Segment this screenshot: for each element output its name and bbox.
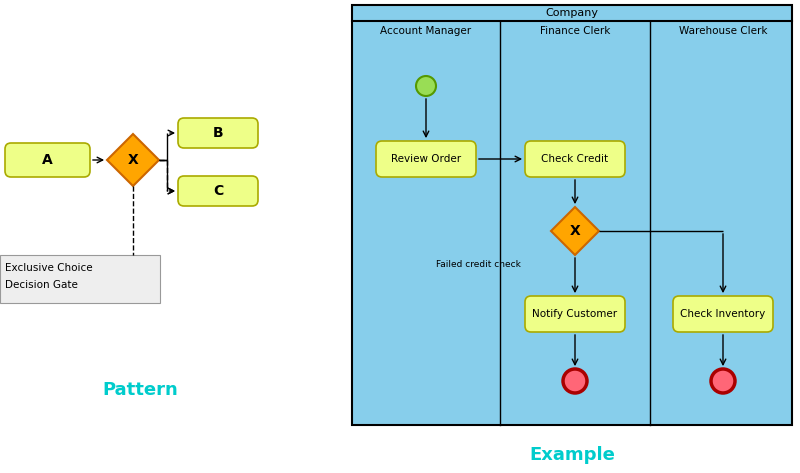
Text: Account Manager: Account Manager xyxy=(381,26,471,36)
Text: X: X xyxy=(128,153,138,167)
FancyBboxPatch shape xyxy=(376,141,476,177)
Text: Decision Gate: Decision Gate xyxy=(5,280,78,290)
FancyBboxPatch shape xyxy=(525,296,625,332)
Text: B: B xyxy=(213,126,223,140)
Text: Finance Clerk: Finance Clerk xyxy=(540,26,610,36)
Bar xyxy=(0,255,160,303)
FancyBboxPatch shape xyxy=(178,118,258,148)
Text: Check Credit: Check Credit xyxy=(542,154,609,164)
FancyBboxPatch shape xyxy=(525,141,625,177)
Text: Check Inventory: Check Inventory xyxy=(680,309,766,319)
Text: X: X xyxy=(570,224,580,238)
Text: Review Order: Review Order xyxy=(391,154,461,164)
Text: Exclusive Choice: Exclusive Choice xyxy=(5,263,93,273)
Text: C: C xyxy=(213,184,223,198)
Circle shape xyxy=(711,369,735,393)
FancyBboxPatch shape xyxy=(178,176,258,206)
Polygon shape xyxy=(551,207,599,255)
Text: Notify Customer: Notify Customer xyxy=(533,309,618,319)
Circle shape xyxy=(563,369,587,393)
Text: Company: Company xyxy=(546,8,598,18)
Text: Pattern: Pattern xyxy=(102,381,178,399)
Text: Warehouse Clerk: Warehouse Clerk xyxy=(678,26,767,36)
Text: A: A xyxy=(42,153,53,167)
Bar xyxy=(352,5,792,425)
Text: Example: Example xyxy=(529,446,615,464)
Polygon shape xyxy=(107,134,159,186)
Text: Failed credit check: Failed credit check xyxy=(436,260,521,269)
Circle shape xyxy=(416,76,436,96)
FancyBboxPatch shape xyxy=(5,143,90,177)
FancyBboxPatch shape xyxy=(673,296,773,332)
